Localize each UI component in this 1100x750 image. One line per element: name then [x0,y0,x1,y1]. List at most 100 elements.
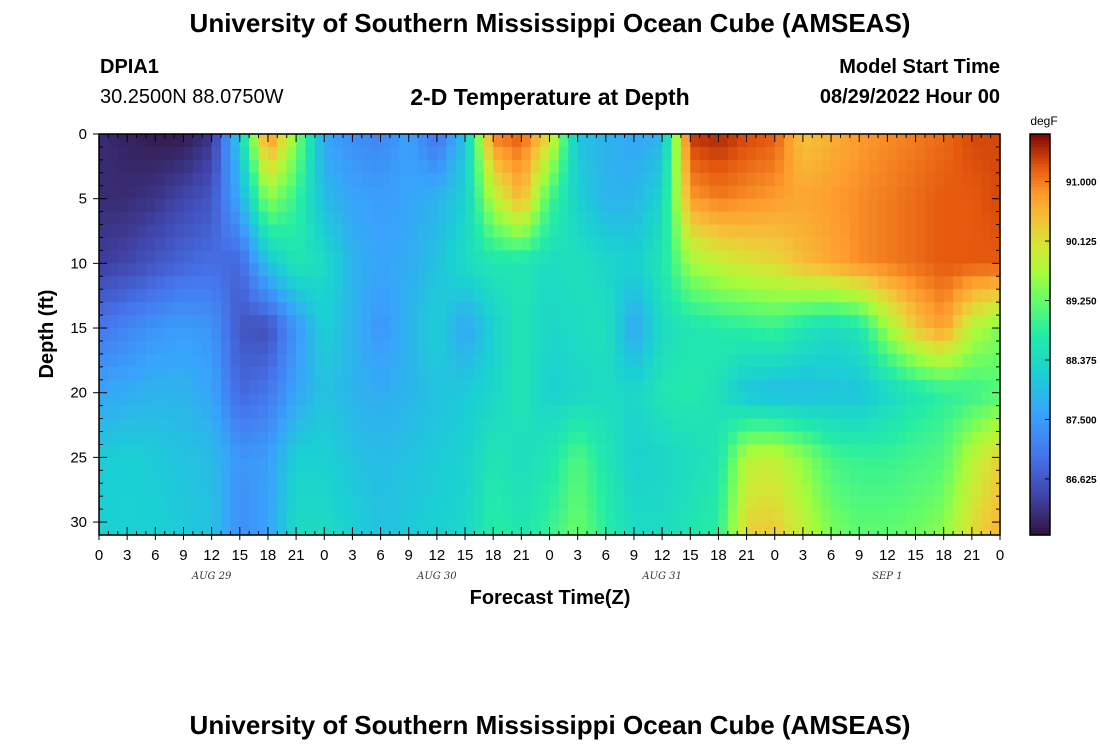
heatmap-cell [258,302,269,316]
heatmap-cell [877,483,888,497]
heatmap-cell [596,328,607,342]
heatmap-cell [511,172,522,187]
heatmap-cell [296,444,307,458]
heatmap-cell [230,340,241,355]
heatmap-cell [577,328,588,342]
heatmap-cell [117,496,128,510]
heatmap-cell [746,379,757,394]
heatmap-cell [877,315,888,329]
heatmap-cell [821,276,832,290]
heatmap-cell [577,522,588,536]
heatmap-cell [746,353,757,368]
heatmap-cell [408,289,419,303]
heatmap-cell [784,353,795,368]
day-label: SEP 1 [872,571,902,582]
heatmap-cell [596,211,607,226]
heatmap-cell [108,250,119,264]
heatmap-cell [793,366,804,381]
heatmap-cell [981,470,992,484]
heatmap-cell [493,289,504,303]
heatmap-cell [558,237,569,252]
heatmap-cell [699,289,710,303]
heatmap-cell [877,392,888,407]
heatmap-cell [840,198,851,213]
heatmap-cell [924,470,935,484]
heatmap-cell [540,431,551,446]
heatmap-cell [868,211,879,226]
heatmap-cell [568,379,579,394]
heatmap-cell [896,237,907,252]
heatmap-cell [915,418,926,433]
heatmap-cell [296,366,307,381]
heatmap-cell [868,509,879,523]
heatmap-cell [643,172,654,187]
heatmap-cell [361,496,372,510]
colorbar-swatch [1030,494,1050,499]
heatmap-cell [493,302,504,316]
heatmap-cell [831,328,842,342]
heatmap-cell [230,483,241,497]
heatmap-cell [324,134,335,148]
heatmap-cell [221,289,231,303]
colorbar-swatch [1030,264,1050,269]
heatmap-cell [802,263,813,277]
heatmap-cell [887,444,898,458]
heatmap-cell [596,146,607,161]
heatmap-cell [343,224,354,239]
heatmap-cell [211,198,222,213]
heatmap-cell [239,457,250,471]
heatmap-cell [615,315,626,329]
heatmap-cell [399,302,410,316]
heatmap-cell [136,457,147,471]
heatmap-cell [380,302,391,316]
heatmap-cell [314,392,325,407]
heatmap-cell [483,276,494,290]
heatmap-cell [408,353,419,368]
heatmap-cell [174,172,185,187]
heatmap-cell [671,379,682,394]
heatmap-cell [624,289,635,303]
heatmap-cell [455,328,466,342]
heatmap-cell [549,146,560,161]
heatmap-cell [671,444,682,458]
heatmap-cell [352,263,363,277]
heatmap-cell [849,470,860,484]
colorbar-unit: degF [1030,114,1057,128]
heatmap-cell [915,366,926,381]
heatmap-cell [324,379,335,394]
heatmap-cell [727,224,738,239]
heatmap-cell [605,237,616,252]
heatmap-cell [793,340,804,355]
heatmap-cell [596,405,607,420]
heatmap-cell [840,289,851,303]
heatmap-cell [690,470,701,484]
heatmap-cell [540,237,551,252]
heatmap-cell [465,483,476,497]
heatmap-cell [924,185,935,200]
heatmap-cell [446,444,457,458]
heatmap-cell [277,185,288,200]
heatmap-cell [924,237,935,252]
colorbar-swatch [1030,324,1050,329]
heatmap-cell [727,340,738,355]
heatmap-cell [587,405,598,420]
heatmap-cell [436,224,447,239]
heatmap-cell [324,483,335,497]
colorbar-swatch [1030,150,1050,155]
heatmap-cell [436,263,447,277]
colorbar-swatch [1030,301,1050,306]
heatmap-cell [953,353,964,368]
heatmap-cell [352,353,363,368]
heatmap-cell [605,470,616,484]
heatmap-cell [587,418,598,433]
heatmap-cell [99,379,109,394]
heatmap-cell [615,392,626,407]
heatmap-cell [408,418,419,433]
heatmap-cell [277,522,288,536]
heatmap-cell [286,263,297,277]
heatmap-cell [389,134,400,148]
heatmap-cell [540,328,551,342]
heatmap-cell [502,392,513,407]
heatmap-cell [99,444,109,458]
heatmap-cell [568,289,579,303]
